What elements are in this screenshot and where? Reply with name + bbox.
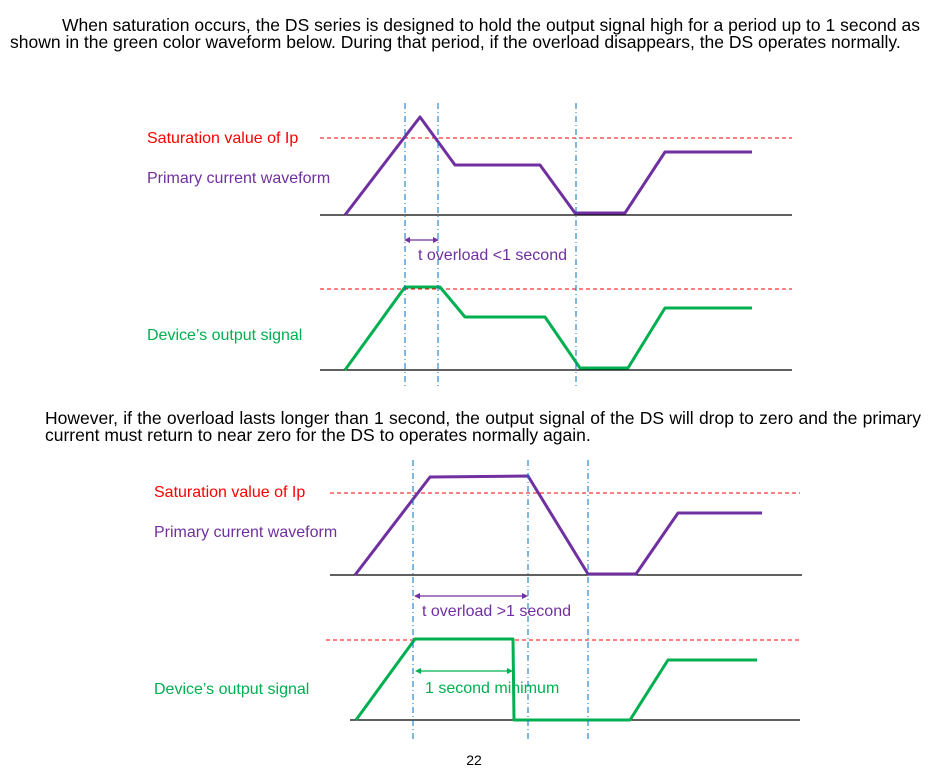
page-number: 22 (466, 752, 482, 768)
arrow-head-left (415, 668, 421, 674)
intro-paragraph: When saturation occurs, the DS series is… (10, 15, 920, 52)
arrow-head-right (522, 593, 528, 599)
saturation-label: Saturation value of Ip (147, 130, 298, 147)
arrow-head-right (433, 237, 439, 243)
arrow-head-left (404, 237, 410, 243)
output-signal-waveform (354, 637, 757, 722)
figure-2: Saturation value of Ip Primary current w… (154, 460, 802, 740)
overload-label: t overload <1 second (418, 247, 567, 264)
primary-current-waveform (353, 474, 762, 576)
minimum-hold-label: 1 second minimum (425, 680, 559, 697)
arrow-head-left (414, 593, 420, 599)
second-paragraph: However, if the overload lasts longer th… (45, 408, 921, 445)
output-signal-label: Device’s output signal (154, 681, 309, 698)
primary-current-label: Primary current waveform (147, 170, 330, 187)
primary-current-waveform (343, 115, 752, 216)
arrow-head-right (507, 668, 513, 674)
output-signal-waveform (343, 285, 752, 371)
saturation-label: Saturation value of Ip (154, 484, 305, 501)
overload-label: t overload >1 second (422, 603, 571, 620)
output-signal-label: Device’s output signal (147, 327, 302, 344)
figure-1: Saturation value of Ip Primary current w… (147, 103, 792, 388)
primary-current-label: Primary current waveform (154, 524, 337, 541)
